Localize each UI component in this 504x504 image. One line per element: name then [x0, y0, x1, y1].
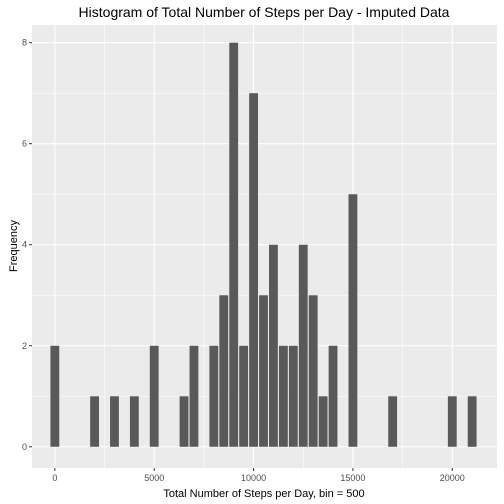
y-tick-label: 0 — [22, 442, 27, 452]
histogram-bar — [308, 295, 318, 447]
histogram-bar — [129, 396, 139, 447]
histogram-bar — [219, 295, 229, 447]
x-tick-label: 10000 — [241, 473, 266, 483]
histogram-bar — [229, 42, 239, 447]
histogram-bar — [209, 345, 219, 447]
histogram-bar — [278, 345, 288, 447]
y-tick-label: 6 — [22, 139, 27, 149]
x-tick-label: 5000 — [144, 473, 164, 483]
histogram-bar — [288, 345, 298, 447]
x-tick-label: 15000 — [340, 473, 365, 483]
histogram-bar — [328, 345, 338, 447]
histogram-bar — [298, 244, 308, 447]
histogram-bar — [189, 345, 199, 447]
x-axis-title: Total Number of Steps per Day, bin = 500 — [163, 488, 364, 500]
histogram-bar — [149, 345, 159, 447]
histogram-bar — [259, 295, 268, 447]
histogram-bar — [50, 345, 60, 447]
y-axis-title: Frequency — [8, 220, 20, 272]
histogram-bar — [269, 244, 278, 447]
histogram-bar — [447, 396, 457, 447]
histogram-bar — [467, 396, 477, 447]
x-axis-ticks: 0 5000 10000 15000 20000 — [52, 468, 465, 483]
y-tick-label: 2 — [22, 341, 27, 351]
histogram-bar — [318, 396, 328, 447]
x-tick-label: 20000 — [440, 473, 465, 483]
histogram-bars — [50, 42, 477, 447]
histogram-bar — [179, 396, 189, 447]
x-tick-label: 0 — [52, 473, 57, 483]
histogram-bar — [90, 396, 100, 447]
chart-title: Histogram of Total Number of Steps per D… — [79, 4, 450, 20]
histogram-bar — [388, 396, 398, 447]
y-tick-label: 4 — [22, 240, 27, 250]
y-axis-ticks: 0 2 4 6 8 — [22, 38, 32, 452]
y-tick-label: 8 — [22, 38, 27, 48]
histogram-bar — [110, 396, 119, 447]
histogram-bar — [348, 194, 358, 447]
histogram-bar — [249, 93, 258, 447]
histogram-bar — [239, 345, 249, 447]
